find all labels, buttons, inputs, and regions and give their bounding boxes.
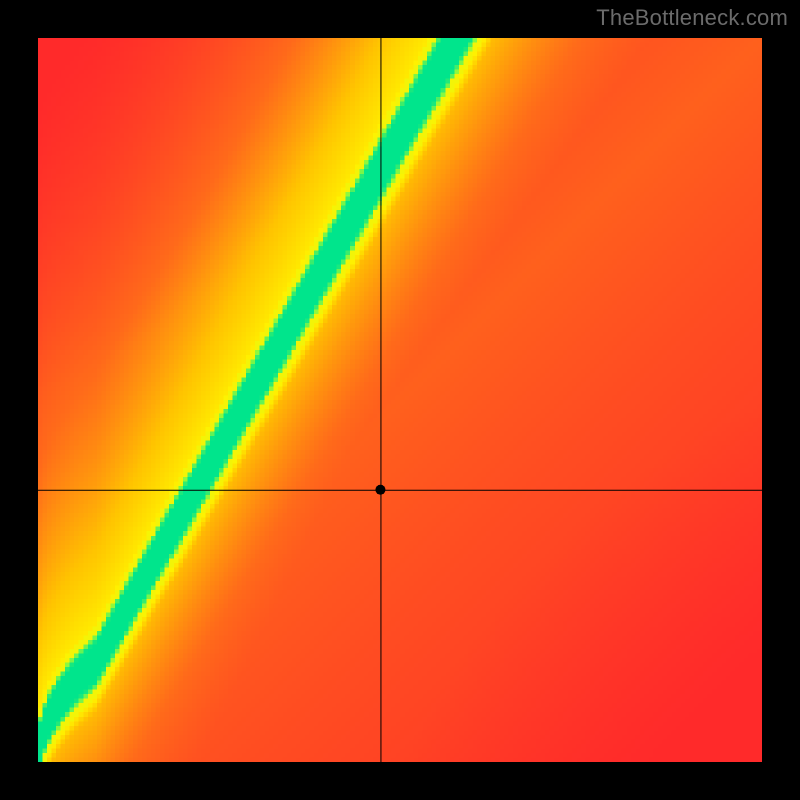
chart-container: TheBottleneck.com xyxy=(0,0,800,800)
heatmap-plot xyxy=(38,38,762,762)
watermark-text: TheBottleneck.com xyxy=(596,5,788,31)
crosshair-overlay xyxy=(38,38,762,762)
